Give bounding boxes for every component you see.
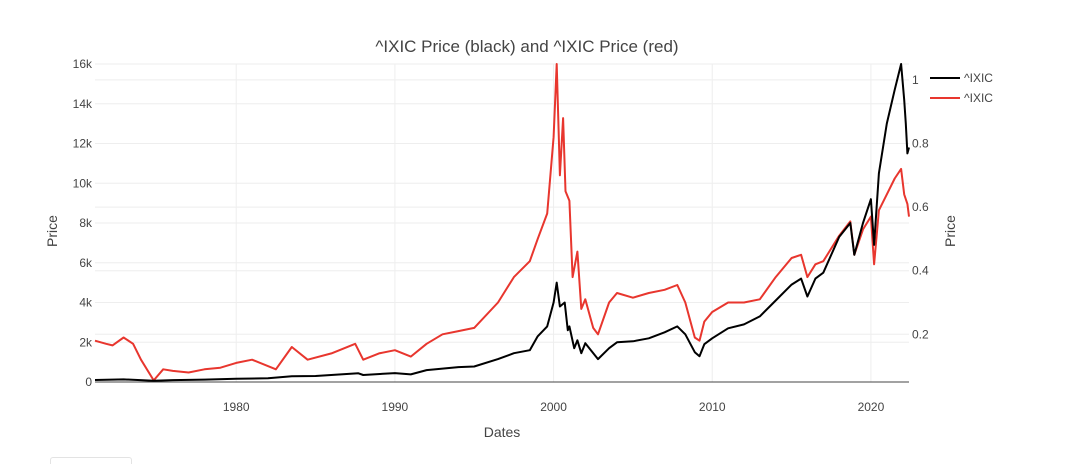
y-left-tick-label: 2k	[79, 335, 93, 349]
y-right-tick-label: 0.6	[912, 200, 929, 214]
y-axis-title-right: Price	[942, 215, 958, 247]
legend-item[interactable]: ^IXIC	[930, 71, 993, 85]
chart-title: ^IXIC Price (black) and ^IXIC Price (red…	[375, 37, 678, 56]
y-left-tick-label: 10k	[73, 176, 93, 190]
x-tick-label: 2010	[699, 400, 726, 414]
legend[interactable]: ^IXIC ^IXIC	[930, 71, 993, 105]
y-left-tick-label: 8k	[79, 216, 93, 230]
y-axis-title-left: Price	[44, 215, 60, 247]
x-tick-label: 1990	[382, 400, 409, 414]
y-left-tick-label: 6k	[79, 256, 93, 270]
x-axis-title: Dates	[484, 424, 521, 440]
y-left-tick-label: 0	[85, 375, 92, 389]
y-right-tick-label: 0.8	[912, 137, 929, 151]
grid	[95, 63, 909, 382]
series-line-black[interactable]	[94, 63, 910, 382]
y-left-tick-label: 12k	[73, 137, 93, 151]
series-layer	[94, 63, 910, 382]
y-right-tick-label: 1	[912, 73, 919, 87]
series-line-red[interactable]	[94, 63, 910, 382]
x-tick-label: 2020	[858, 400, 885, 414]
x-tick-label: 1980	[223, 400, 250, 414]
x-tick-label: 2000	[540, 400, 567, 414]
y-right-tick-label: 0.2	[912, 327, 929, 341]
y-left-tick-label: 4k	[79, 296, 93, 310]
y-left-tick-label: 14k	[73, 97, 93, 111]
legend-item[interactable]: ^IXIC	[930, 91, 993, 105]
legend-label: ^IXIC	[964, 71, 993, 85]
y-right-tick-label: 0.4	[912, 264, 929, 278]
axes: 1980 1990 2000 2010 2020 0 2k 4k 6k 8k 10k 12k 14k 16…	[73, 57, 929, 414]
y-left-tick-label: 16k	[73, 57, 93, 71]
legend-label: ^IXIC	[964, 91, 993, 105]
